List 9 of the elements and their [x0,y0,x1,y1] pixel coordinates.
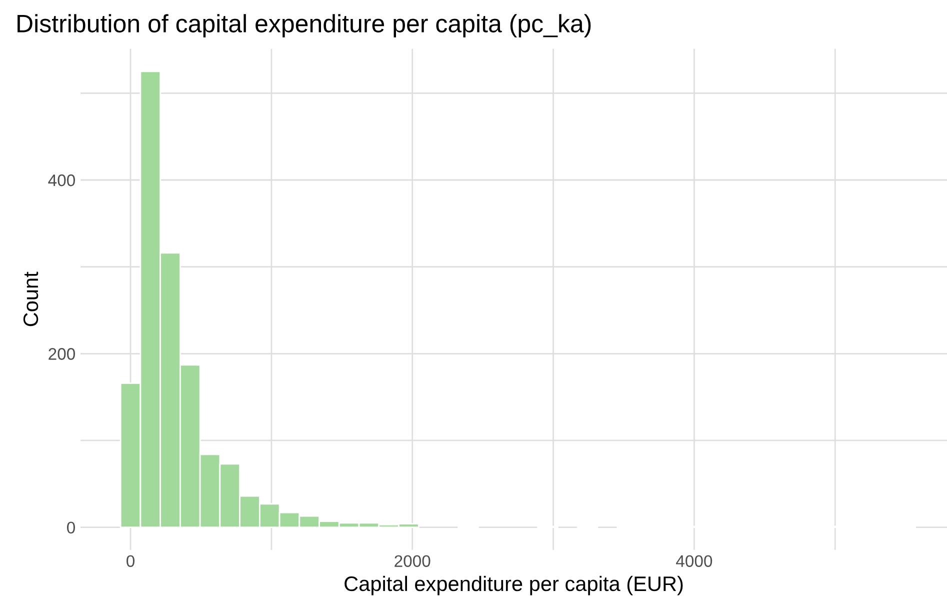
y-axis-title: Count [23,272,38,326]
y-tick-label: 0 [67,522,75,534]
y-tick-label: 400 [48,174,75,186]
chart-title: Distribution of capital expenditure per capita (pc_ka) [18,14,591,38]
x-tick-label: 0 [126,555,135,568]
x-tick-label: 2000 [394,555,430,568]
x-axis-title: Capital expenditure per capita (EUR) [344,576,683,596]
y-tick-label: 200 [48,348,75,360]
x-tick-label: 4000 [676,555,712,568]
